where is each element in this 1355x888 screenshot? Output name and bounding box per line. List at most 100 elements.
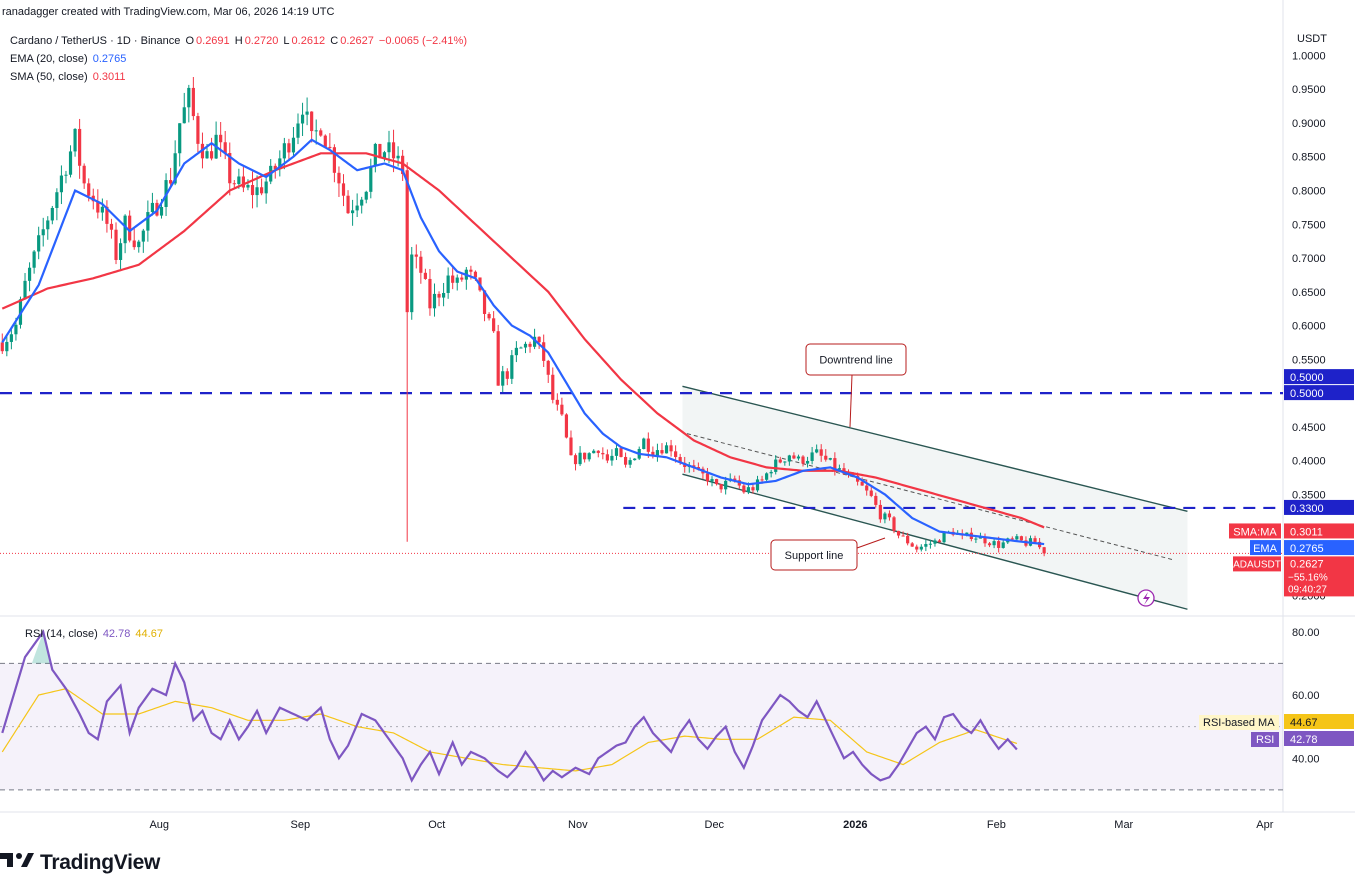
candle-body[interactable] [305, 111, 309, 115]
candle-body[interactable] [760, 479, 764, 481]
candle-body[interactable] [114, 229, 118, 260]
candle-body[interactable] [642, 438, 646, 450]
candle-body[interactable] [769, 471, 773, 474]
candle-body[interactable] [655, 450, 660, 457]
candle-body[interactable] [742, 485, 746, 493]
candle-body[interactable] [260, 187, 264, 194]
candle-body[interactable] [141, 230, 145, 242]
candle-body[interactable] [751, 487, 755, 491]
candle-body[interactable] [746, 487, 751, 493]
candle-body[interactable] [714, 479, 719, 485]
candle-body[interactable] [974, 538, 978, 540]
candle-body[interactable] [87, 183, 91, 196]
candle-body[interactable] [705, 473, 710, 482]
candle-body[interactable] [451, 275, 455, 283]
candle-body[interactable] [455, 277, 459, 283]
candle-body[interactable] [796, 456, 801, 459]
candle-body[interactable] [523, 343, 528, 348]
support-callout-box[interactable] [770, 539, 858, 571]
candle-body[interactable] [774, 459, 778, 472]
candle-body[interactable] [355, 205, 359, 211]
candle-body[interactable] [992, 541, 996, 546]
candle-body[interactable] [182, 107, 186, 124]
candle-body[interactable] [460, 277, 464, 280]
candle-body[interactable] [1042, 547, 1046, 554]
candle-body[interactable] [73, 128, 77, 152]
downtrend-line[interactable] [682, 385, 1188, 512]
candle-body[interactable] [341, 183, 346, 196]
candle-body[interactable] [619, 448, 623, 457]
candle-body[interactable] [228, 153, 232, 184]
candle-body[interactable] [159, 207, 164, 216]
candle-body[interactable] [537, 336, 541, 343]
candle-body[interactable] [610, 455, 614, 461]
candle-body[interactable] [191, 87, 195, 117]
candle-body[interactable] [319, 130, 323, 136]
candle-body[interactable] [264, 181, 268, 194]
candle-body[interactable] [223, 142, 227, 154]
candle-body[interactable] [332, 147, 336, 173]
candle-body[interactable] [810, 452, 814, 461]
candle-body[interactable] [555, 399, 559, 405]
candle-body[interactable] [41, 229, 45, 236]
candle-body[interactable] [892, 517, 896, 531]
candle-body[interactable] [364, 191, 368, 200]
candle-body[interactable] [815, 449, 819, 453]
candle-body[interactable] [255, 187, 259, 196]
candle-body[interactable] [237, 176, 241, 184]
candle-body[interactable] [551, 374, 555, 400]
candle-body[interactable] [419, 256, 423, 273]
candle-body[interactable] [23, 280, 27, 300]
candle-body[interactable] [578, 452, 582, 465]
candle-body[interactable] [250, 185, 255, 196]
candle-body[interactable] [792, 455, 796, 459]
candle-body[interactable] [246, 185, 250, 188]
candle-body[interactable] [719, 484, 723, 490]
candle-body[interactable] [328, 146, 332, 148]
candle-body[interactable] [296, 123, 300, 138]
candle-body[interactable] [382, 152, 387, 159]
candle-body[interactable] [232, 183, 236, 185]
candle-body[interactable] [901, 535, 905, 537]
candle-body[interactable] [96, 201, 100, 213]
candle-body[interactable] [664, 445, 669, 454]
candle-body[interactable] [910, 543, 914, 547]
candle-body[interactable] [678, 457, 682, 463]
rsi-ma-line[interactable] [1, 688, 1018, 772]
rsi-line[interactable] [1, 629, 1018, 783]
candle-body[interactable] [560, 404, 564, 415]
candle-body[interactable] [869, 490, 873, 496]
candle-body[interactable] [137, 241, 141, 248]
candle-body[interactable] [346, 195, 350, 214]
candle-body[interactable] [915, 546, 919, 550]
candle-body[interactable] [109, 223, 114, 230]
candle-body[interactable] [987, 543, 992, 546]
candle-body[interactable] [510, 355, 514, 379]
candle-body[interactable] [473, 271, 478, 278]
candle-body[interactable] [787, 455, 791, 462]
candle-body[interactable] [369, 166, 373, 192]
candle-body[interactable] [569, 437, 573, 456]
candle-body[interactable] [505, 371, 509, 379]
candle-body[interactable] [446, 275, 450, 293]
candle-body[interactable] [878, 504, 882, 520]
candle-body[interactable] [801, 456, 805, 464]
candle-body[interactable] [432, 293, 437, 309]
candle-body[interactable] [9, 334, 13, 342]
candle-body[interactable] [437, 293, 441, 298]
candle-body[interactable] [546, 360, 550, 375]
candle-body[interactable] [833, 458, 837, 470]
candle-body[interactable] [55, 192, 59, 208]
candle-body[interactable] [532, 336, 537, 347]
candle-body[interactable] [660, 450, 664, 454]
candle-body[interactable] [282, 143, 286, 159]
candle-body[interactable] [441, 292, 446, 298]
candle-body[interactable] [414, 254, 418, 257]
candle-body[interactable] [696, 467, 700, 469]
candle-body[interactable] [496, 331, 500, 386]
candle-body[interactable] [32, 251, 36, 268]
candle-body[interactable] [428, 278, 432, 309]
candle-body[interactable] [123, 215, 127, 244]
sma-legend[interactable]: SMA (50, close) 0.3011 [10, 71, 128, 83]
candle-body[interactable] [778, 459, 782, 463]
